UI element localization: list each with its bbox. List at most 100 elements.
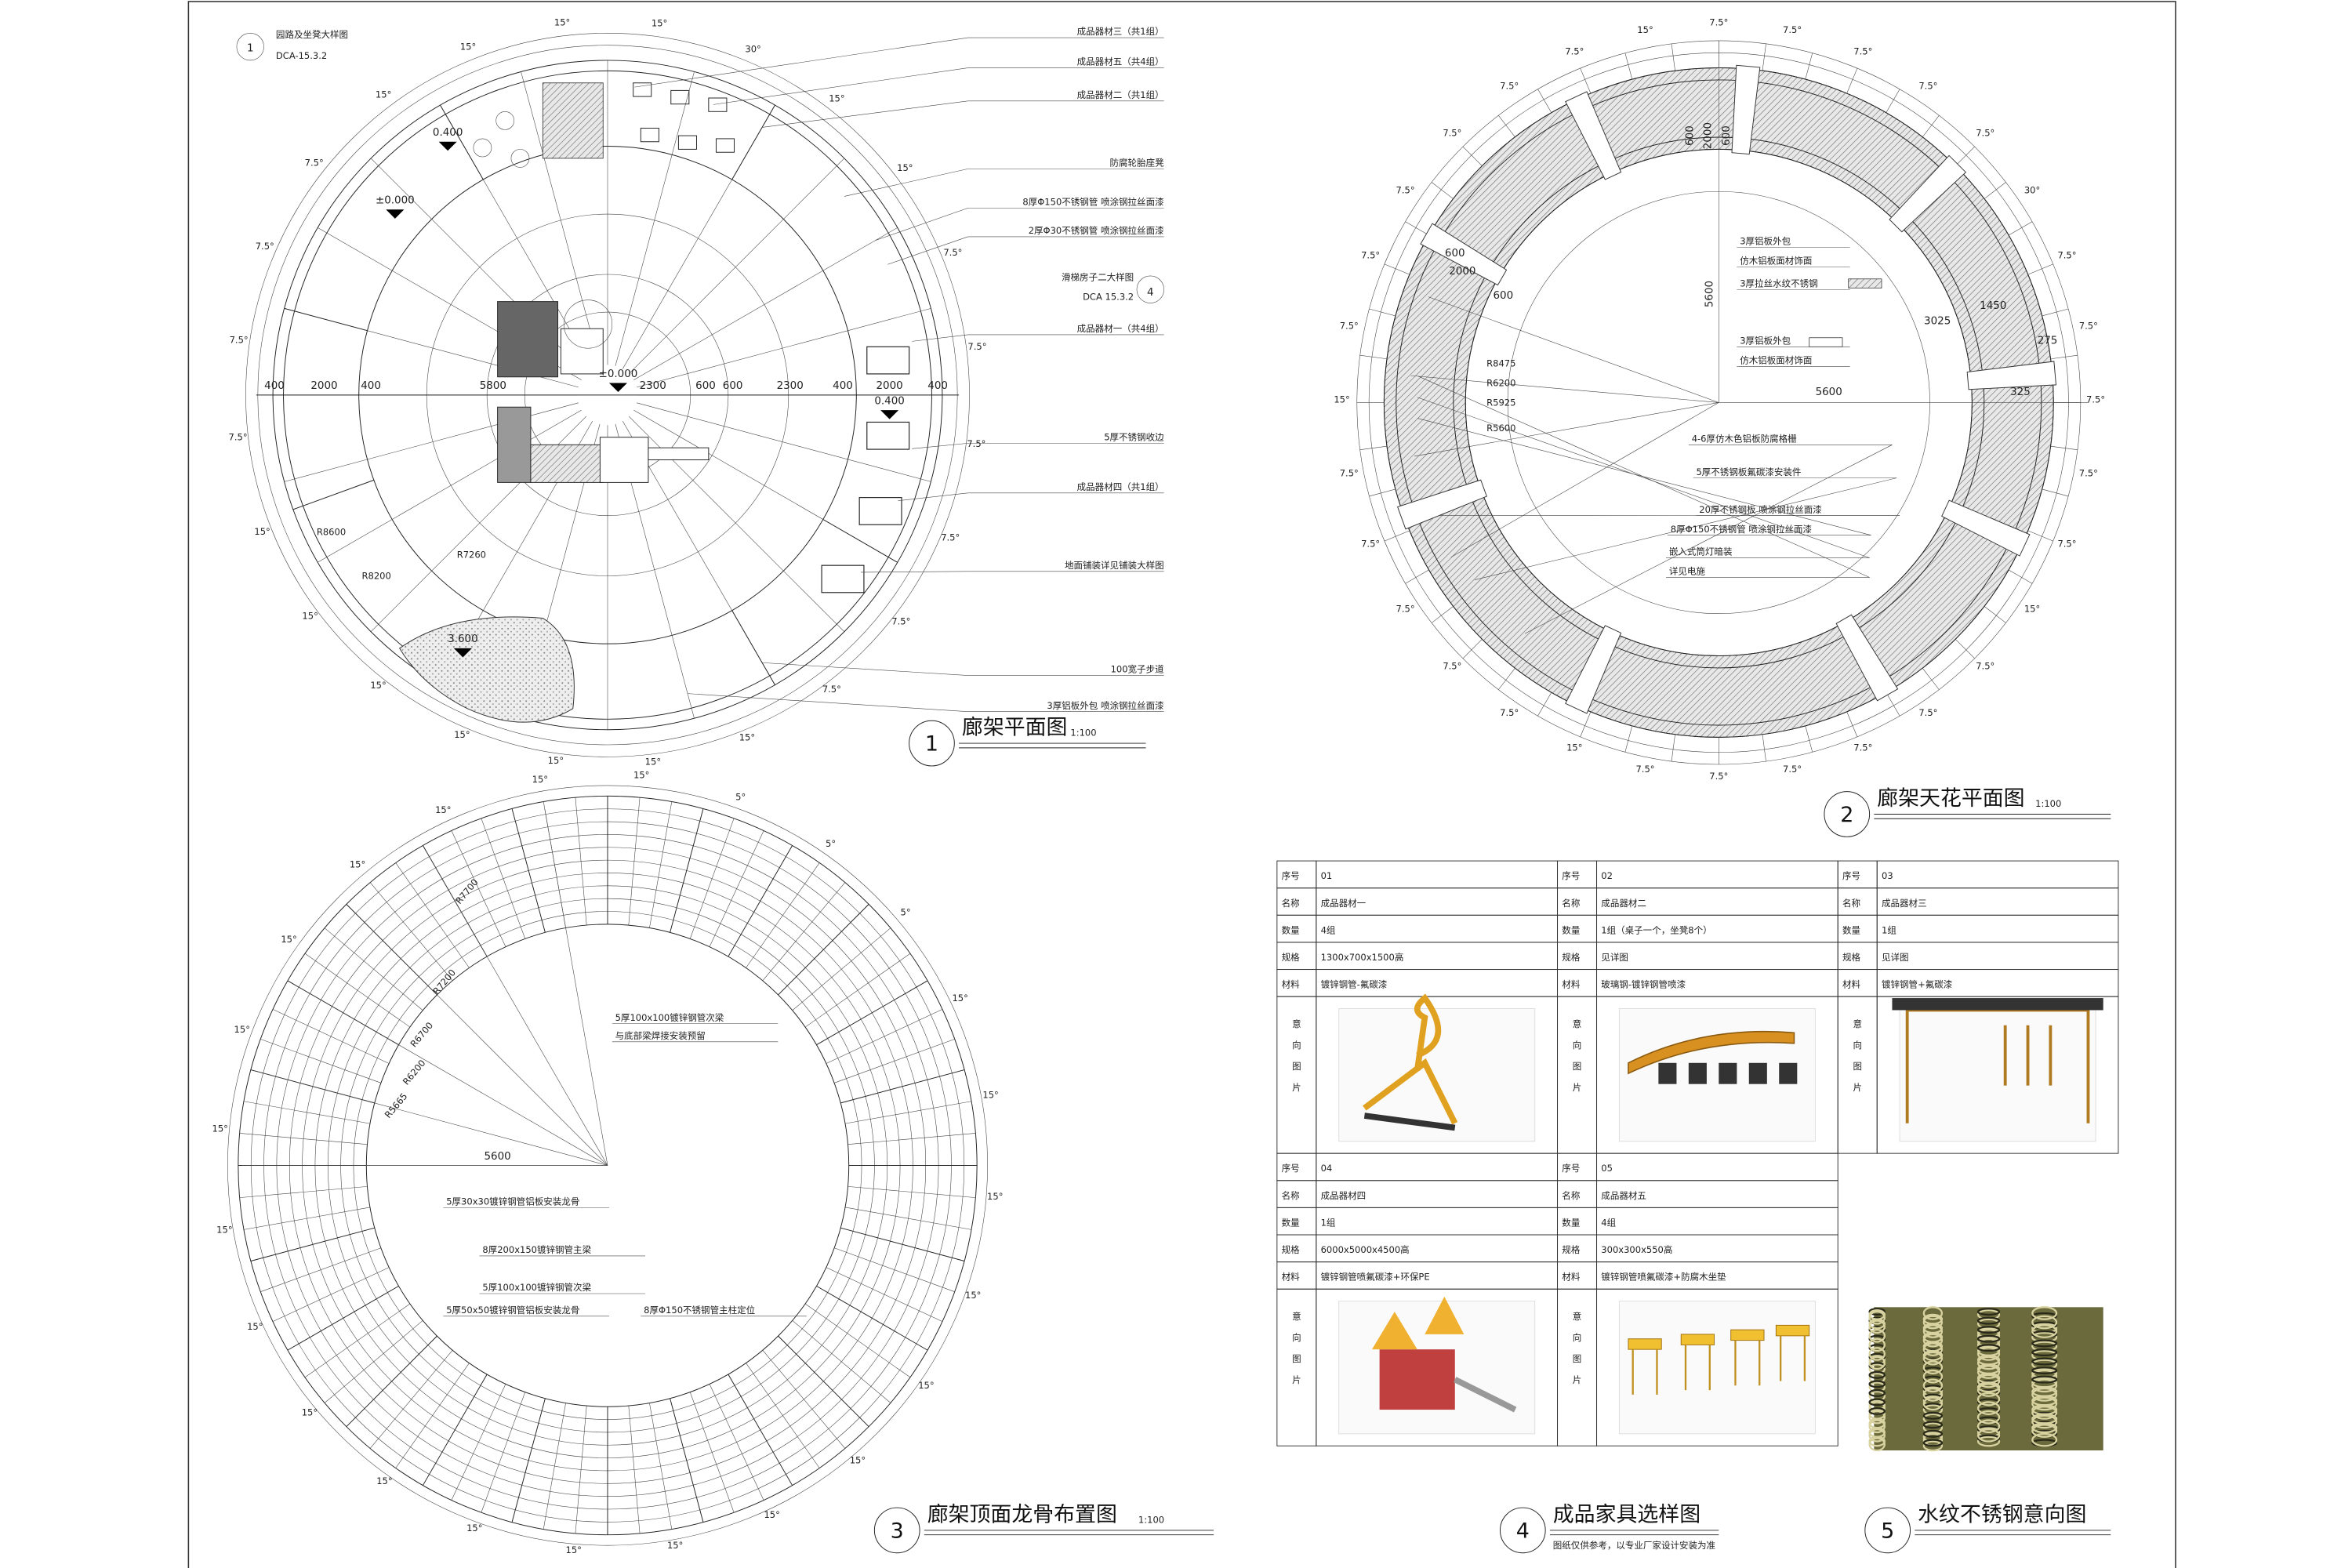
angle-label: 15° (987, 1191, 1003, 1202)
outline (1431, 606, 1454, 623)
outline (245, 33, 970, 757)
texture-ripple (2031, 1306, 2058, 1320)
field-label: 规格 (1282, 1244, 1301, 1255)
panel-gap (1565, 625, 1622, 714)
texture-ripple (1868, 1419, 1886, 1434)
table-cell (1596, 942, 1838, 971)
angle-label: 15° (247, 1321, 263, 1332)
texture-ripple (1922, 1421, 1944, 1429)
angle-label: 15° (965, 1290, 981, 1301)
field-label: 序号 (1562, 1163, 1580, 1174)
field-label: 材料 (1282, 979, 1301, 990)
texture-ripple (1868, 1410, 1886, 1425)
field-label: 规格 (1562, 952, 1581, 963)
outline (2050, 445, 2078, 450)
play-structure (599, 437, 649, 483)
outline (423, 1374, 488, 1486)
annotation: 100宽子步道 (1111, 664, 1165, 675)
angle-label: 7.5° (1709, 771, 1728, 782)
play-structure (497, 406, 532, 483)
outline (1922, 667, 1940, 690)
texture-ripple (1922, 1351, 1944, 1366)
angle-label: 7.5° (2057, 249, 2076, 260)
field-value: 4组 (1601, 1217, 1616, 1228)
angle-label: 15° (667, 1540, 683, 1551)
material-swatch (1809, 337, 1843, 347)
outline (1136, 275, 1164, 303)
field-label: 规格 (1282, 952, 1301, 963)
angle-label: 7.5° (230, 335, 249, 346)
ref-code: DCA-15.3.2 (276, 50, 327, 61)
equipment (866, 346, 910, 375)
texture-ripple (1976, 1428, 2001, 1443)
radius-label: R6200 (401, 1058, 428, 1087)
outline (1922, 115, 1940, 137)
outline (628, 797, 641, 926)
table-cell (1316, 1152, 1559, 1181)
angle-label: 7.5° (229, 432, 248, 443)
texture-ripple (1922, 1439, 1944, 1447)
outline (1537, 692, 1552, 717)
angle-label: 7.5° (1783, 24, 1802, 35)
outline (912, 334, 968, 342)
outline (709, 1384, 764, 1501)
elevation-marker (453, 648, 472, 658)
image-frame (1899, 1008, 2096, 1142)
field-label: 意向图片 (1852, 1018, 1863, 1104)
dimension: 1450 (1980, 300, 2006, 312)
field-value: 1组 (1882, 924, 1896, 935)
elevation-marker (438, 141, 457, 151)
outline (912, 443, 968, 449)
equipment (858, 497, 902, 525)
field-label: 数量 (1282, 924, 1300, 935)
angle-label: 15° (548, 755, 564, 766)
outline (713, 67, 968, 105)
outline (1846, 67, 1858, 94)
outline (351, 909, 608, 1166)
annotation: 3厚铝板外包 喷涂钢拉丝面漆 (1047, 700, 1164, 711)
outline (728, 1374, 793, 1486)
radius-label: R8475 (1486, 358, 1515, 368)
outline (1417, 418, 1871, 535)
angle-label: 15° (302, 1406, 318, 1417)
field-label: 名称 (1842, 898, 1861, 909)
outline (628, 158, 845, 374)
texture-ripple (1922, 1342, 1944, 1356)
outline (1462, 146, 1483, 166)
outline (1405, 221, 1429, 236)
outline (304, 953, 411, 1028)
sketch (1372, 1296, 1465, 1350)
field-label: 意向图片 (1291, 1311, 1302, 1396)
outline (909, 720, 955, 767)
texture-ripple (1922, 1378, 1944, 1393)
outline (260, 1247, 381, 1292)
texture-ripple (1922, 1306, 1944, 1320)
outline (615, 71, 695, 366)
angle-label: 15° (454, 729, 470, 740)
outline (243, 1101, 371, 1124)
panel-gap (1966, 361, 2057, 390)
outline (2027, 263, 2053, 275)
angle-label: 15° (466, 1523, 482, 1534)
angle-label: 7.5° (1340, 467, 1359, 478)
outline (426, 851, 608, 1166)
outline (481, 1392, 526, 1513)
angle-label: 7.5° (822, 684, 841, 695)
outline (649, 801, 673, 928)
outline (395, 862, 470, 968)
field-value: 玻璃钢-镀锌钢管喷漆 (1601, 979, 1686, 990)
angle-label: 15° (918, 1380, 934, 1391)
texture-ripple (2031, 1357, 2058, 1366)
texture-ripple (2031, 1414, 2058, 1429)
outline (731, 104, 775, 180)
texture-ripple (1976, 1347, 2001, 1361)
angle-label: 5° (901, 907, 911, 918)
outline (634, 37, 968, 88)
dimension: 400 (264, 380, 285, 392)
outline (1955, 639, 1975, 659)
outline (1384, 530, 1410, 542)
texture-ripple (2031, 1348, 2058, 1356)
field-label: 序号 (1282, 1163, 1300, 1174)
sketch (1363, 1112, 1456, 1131)
